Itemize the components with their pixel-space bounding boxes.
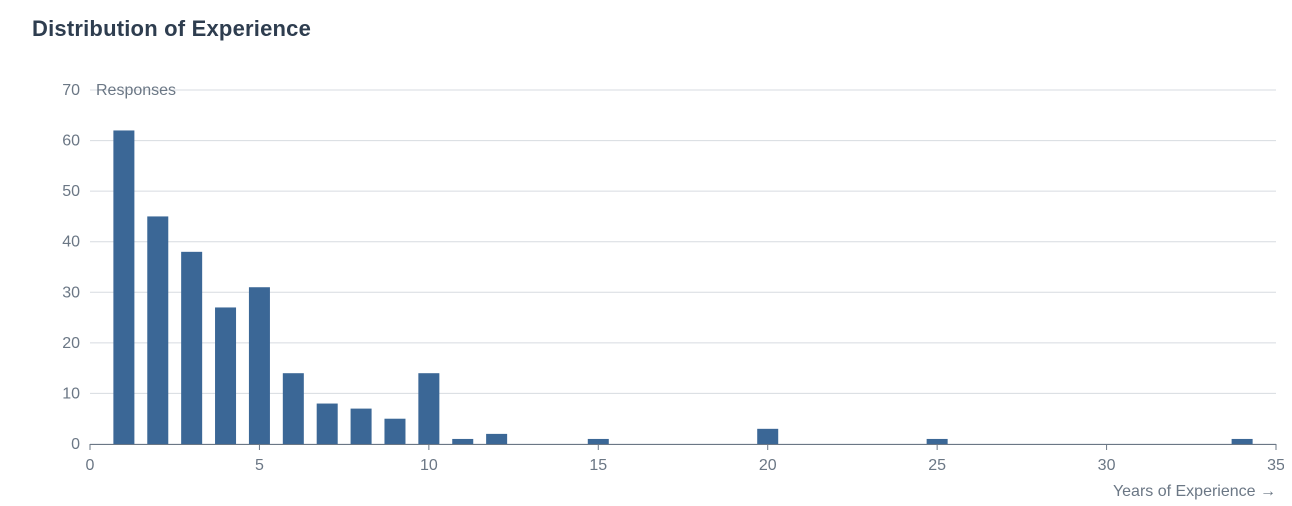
bar — [452, 439, 473, 444]
x-tick-label: 15 — [589, 457, 607, 474]
bar — [486, 434, 507, 444]
y-tick-label: 10 — [62, 385, 80, 402]
x-tick-label: 30 — [1098, 457, 1116, 474]
chart-title: Distribution of Experience — [32, 16, 1268, 42]
bar — [249, 287, 270, 444]
y-axis-title: Responses — [96, 82, 176, 99]
y-tick-label: 40 — [62, 234, 80, 251]
bar — [351, 409, 372, 444]
experience-histogram: 0 10 20 30 40 50 60 70 Responses 0 5 10 15 20 25 30 35 Ye… — [30, 46, 1284, 506]
bar — [215, 307, 236, 444]
bar — [317, 404, 338, 444]
y-tick-label: 30 — [62, 284, 80, 301]
y-tick-label: 20 — [62, 335, 80, 352]
bar — [588, 439, 609, 444]
x-tick-label: 35 — [1267, 457, 1284, 474]
y-tick-label: 50 — [62, 183, 80, 200]
x-tick-label: 25 — [928, 457, 946, 474]
x-tick-label: 5 — [255, 457, 264, 474]
x-axis-title: Years of Experience → — [1113, 483, 1276, 500]
y-tick-label: 70 — [62, 82, 80, 99]
bar — [147, 216, 168, 444]
bar — [1232, 439, 1253, 444]
bar — [927, 439, 948, 444]
y-tick-label: 0 — [71, 436, 80, 453]
bar — [757, 429, 778, 444]
x-tick-label: 20 — [759, 457, 777, 474]
bar — [384, 419, 405, 444]
bar — [113, 130, 134, 444]
bar — [418, 373, 439, 444]
y-tick-label: 60 — [62, 133, 80, 150]
bar — [181, 252, 202, 444]
bar — [283, 373, 304, 444]
x-tick-label: 10 — [420, 457, 438, 474]
x-tick-label: 0 — [86, 457, 95, 474]
